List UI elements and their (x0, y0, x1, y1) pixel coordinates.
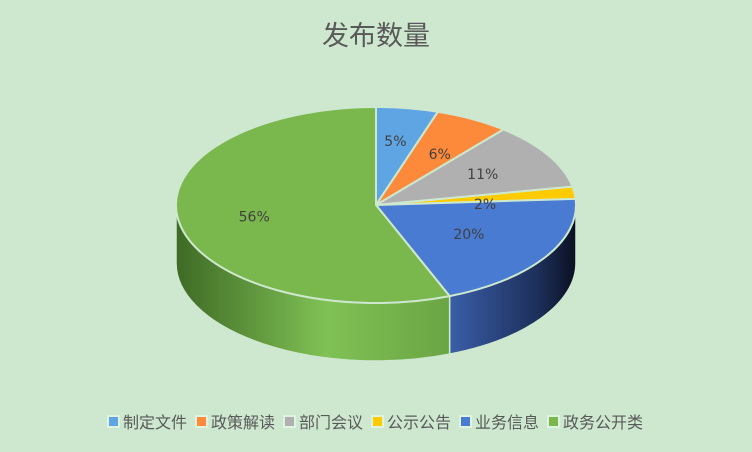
legend-item[interactable]: 业务信息 (459, 409, 540, 433)
pie-slice-4[interactable] (373, 197, 577, 298)
legend-label: 公示公告 (387, 413, 452, 432)
legend-item[interactable]: 部门会议 (282, 409, 363, 433)
legend-swatch (371, 414, 384, 428)
legend-item[interactable]: 政策解读 (194, 409, 275, 433)
legend-swatch (194, 414, 208, 428)
legend-item[interactable]: 政务公开类 (547, 409, 644, 433)
legend-swatch (106, 414, 120, 428)
legend-item[interactable]: 公示公告 (371, 409, 452, 433)
legend-label: 部门会议 (298, 413, 363, 432)
chart-title: 发布数量 (322, 21, 430, 52)
legend: 制定文件 政策解读 部门会议 公示公告 业务信息 政务公开类 (0, 409, 752, 433)
pie-slice-5[interactable] (175, 105, 452, 304)
legend-item[interactable]: 制定文件 (106, 409, 187, 433)
legend-label: 制定文件 (122, 413, 187, 432)
data-label: 5% (384, 134, 406, 150)
legend-label: 业务信息 (475, 413, 540, 432)
legend-label: 政策解读 (210, 413, 275, 432)
data-label: 20% (453, 227, 484, 243)
legend-swatch (459, 414, 473, 428)
pie-slice-2[interactable] (375, 128, 574, 206)
legend-swatch (547, 414, 561, 428)
data-label: 11% (467, 167, 498, 183)
data-label: 2% (474, 197, 496, 213)
legend-swatch (282, 414, 296, 428)
data-label: 56% (239, 209, 270, 225)
data-label: 6% (429, 147, 451, 163)
legend-label: 政务公开类 (563, 413, 644, 432)
